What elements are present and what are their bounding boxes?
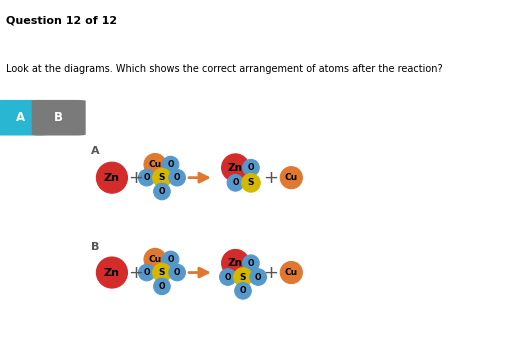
Circle shape — [242, 174, 260, 192]
Text: O: O — [174, 268, 181, 277]
Circle shape — [154, 183, 170, 200]
Text: Cu: Cu — [148, 255, 162, 264]
Text: O: O — [167, 160, 174, 169]
Text: B: B — [91, 242, 100, 252]
Text: +: + — [129, 169, 144, 187]
Text: O: O — [174, 173, 181, 182]
Circle shape — [220, 269, 236, 285]
Circle shape — [227, 175, 244, 191]
Circle shape — [243, 159, 259, 176]
Text: S: S — [240, 273, 246, 282]
Circle shape — [280, 167, 302, 189]
FancyBboxPatch shape — [0, 100, 48, 136]
Text: Cu: Cu — [285, 268, 298, 277]
Circle shape — [96, 257, 127, 288]
Circle shape — [280, 262, 302, 284]
Text: O: O — [225, 273, 231, 282]
Circle shape — [222, 249, 249, 277]
Circle shape — [154, 278, 170, 295]
Circle shape — [144, 154, 166, 176]
Text: O: O — [167, 255, 174, 264]
Circle shape — [153, 263, 171, 282]
Text: O: O — [240, 286, 246, 295]
Text: S: S — [159, 268, 165, 277]
Circle shape — [243, 255, 259, 272]
Text: S: S — [248, 178, 254, 187]
Circle shape — [153, 168, 171, 187]
Text: Zn: Zn — [104, 268, 120, 277]
Text: +: + — [129, 264, 144, 282]
Text: +: + — [263, 264, 278, 282]
Text: O: O — [159, 187, 165, 196]
Text: Cu: Cu — [148, 160, 162, 169]
Circle shape — [139, 169, 155, 186]
Text: O: O — [255, 273, 262, 282]
Circle shape — [139, 264, 155, 281]
Text: O: O — [144, 173, 150, 182]
Text: Look at the diagrams. Which shows the correct arrangement of atoms after the rea: Look at the diagrams. Which shows the co… — [6, 64, 443, 74]
Circle shape — [162, 251, 179, 268]
Text: O: O — [159, 282, 165, 291]
Text: Cu: Cu — [285, 173, 298, 182]
Text: A: A — [91, 146, 100, 156]
Text: Zn: Zn — [228, 258, 243, 268]
Text: O: O — [232, 178, 239, 187]
Text: +: + — [263, 169, 278, 187]
Text: Question 12 of 12: Question 12 of 12 — [6, 16, 117, 26]
Circle shape — [250, 269, 266, 285]
Text: O: O — [144, 268, 150, 277]
Circle shape — [235, 283, 251, 299]
Text: Zn: Zn — [104, 173, 120, 183]
Text: B: B — [54, 111, 63, 124]
Text: Zn: Zn — [228, 163, 243, 172]
Circle shape — [144, 248, 166, 270]
Circle shape — [234, 268, 252, 286]
Text: A: A — [16, 111, 25, 124]
Text: S: S — [159, 173, 165, 182]
Circle shape — [169, 264, 185, 281]
Circle shape — [222, 154, 249, 181]
Circle shape — [96, 162, 127, 193]
FancyBboxPatch shape — [32, 100, 86, 136]
Circle shape — [169, 169, 185, 186]
Text: O: O — [248, 163, 254, 172]
Text: O: O — [248, 259, 254, 268]
Circle shape — [162, 156, 179, 173]
